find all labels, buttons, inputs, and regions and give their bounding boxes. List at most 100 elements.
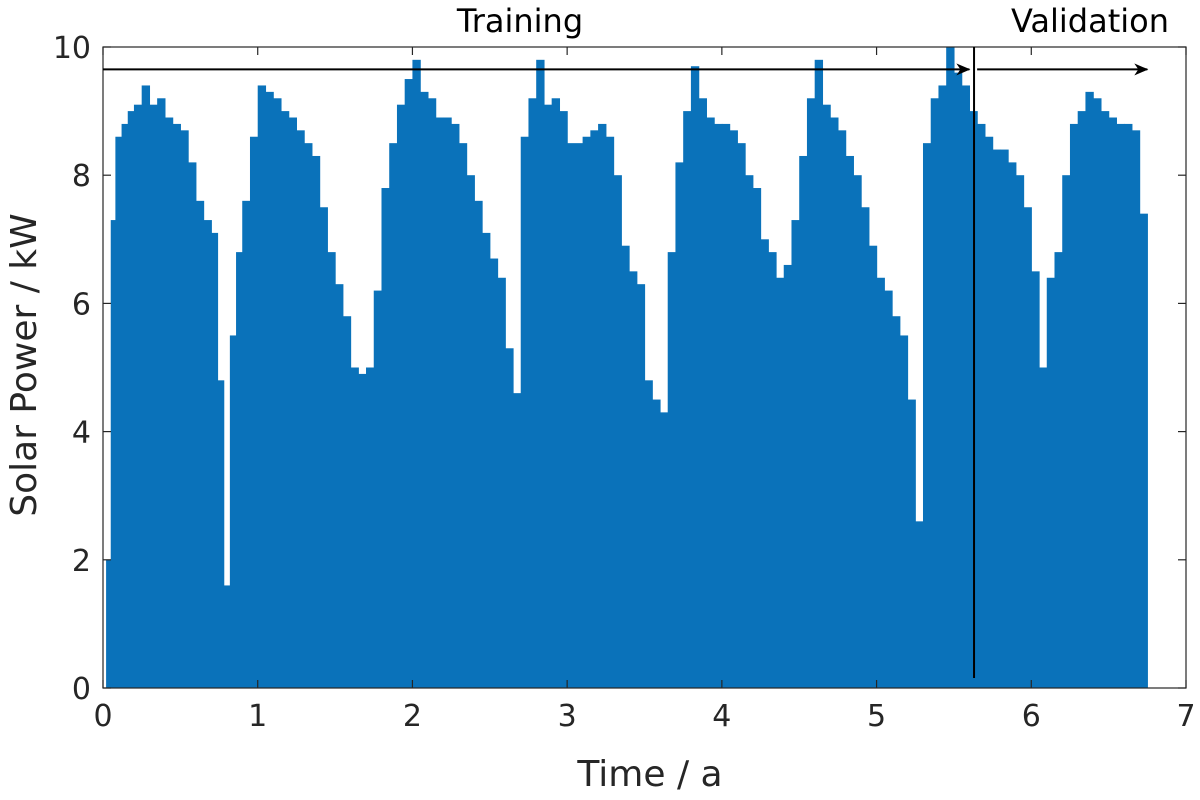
power-bar [605,136,615,689]
power-bar [907,399,916,688]
power-bar [149,104,158,688]
power-bar [536,59,545,688]
power-bar [822,104,831,688]
power-bar [551,98,561,688]
power-bar [342,316,352,688]
power-bar [1093,98,1102,688]
annotations: Training Validation [103,2,1169,678]
power-bar [373,290,383,688]
power-bar [745,175,754,688]
power-bar [776,277,785,688]
power-bar [474,200,483,688]
power-bar [366,367,375,688]
power-bar [458,143,468,688]
power-bar [273,98,282,688]
power-bar [203,220,212,688]
y-tick-label: 4 [72,416,91,451]
power-bar [992,149,1001,688]
power-bar [1000,149,1009,688]
power-bar [296,130,305,688]
power-bar [451,123,460,689]
power-bar [899,335,909,688]
power-bar [115,136,123,689]
power-bar [520,136,530,689]
power-bar [791,220,800,688]
y-tick-label: 6 [72,287,91,322]
power-bar [683,111,692,689]
power-bar [311,155,321,689]
power-bar [590,130,599,688]
power-bar [188,162,197,688]
power-bar [265,91,274,689]
power-bar [1039,367,1048,688]
x-tick-label: 4 [712,699,731,734]
power-bar [598,123,607,689]
power-bar [752,188,762,688]
power-bars [106,47,1148,689]
power-bar [1054,252,1063,688]
power-bar [768,252,777,688]
power-bar [528,98,537,688]
axis-frame [102,46,1187,689]
x-axis-title: Time / a [576,754,722,795]
x-tick-label: 1 [248,699,267,734]
power-bar [482,232,491,688]
power-bar [443,117,452,688]
power-bar [760,239,769,689]
x-tick-label: 5 [867,699,886,734]
power-bar [667,252,677,688]
power-bar [938,85,947,688]
power-bar [582,136,591,689]
power-bar [180,130,189,688]
x-tick-label: 7 [1176,699,1195,734]
power-bar [304,143,313,688]
power-bar [497,277,506,688]
validation-label: Validation [1011,2,1169,40]
power-bar [1116,123,1125,689]
power-bar [1085,91,1094,689]
y-axis-title: Solar Power / kW [4,213,45,517]
y-tick-label: 2 [72,544,91,579]
power-bar [327,252,336,688]
power-bar [1031,271,1040,688]
power-bar [229,335,237,688]
power-bar [868,245,878,688]
power-bar [644,380,653,688]
power-bar [783,264,793,688]
power-bar [141,85,151,688]
power-bar [172,123,181,689]
power-bar [915,521,924,688]
power-bar [984,136,994,689]
power-bar [946,47,955,688]
power-bar [435,117,444,688]
power-bar [721,123,731,689]
power-bar [133,104,143,688]
power-bar [977,123,986,689]
power-bar [961,85,970,688]
power-bar [1023,207,1032,688]
power-bar [217,380,225,688]
power-bar [853,175,862,688]
power-bar [389,143,398,688]
power-bar [1108,117,1117,688]
power-bar [404,79,414,689]
power-bar [505,348,514,688]
power-bar [659,412,669,688]
power-bar [242,200,251,688]
power-bar [249,136,259,689]
power-bar [396,104,406,688]
power-bar [280,111,290,689]
power-bar [837,130,847,688]
power-bar [1008,162,1017,688]
power-bar [350,367,359,688]
power-bar [737,143,746,688]
power-bar [845,155,854,689]
power-bar [922,143,932,688]
power-bar [629,271,638,688]
power-bar [236,252,243,688]
power-bar [427,98,437,688]
power-bar [412,59,421,688]
axes: 0 1 2 3 4 5 6 7 0 2 4 6 8 10 [53,31,1196,734]
power-bar [567,143,584,688]
power-bar [1015,175,1025,688]
